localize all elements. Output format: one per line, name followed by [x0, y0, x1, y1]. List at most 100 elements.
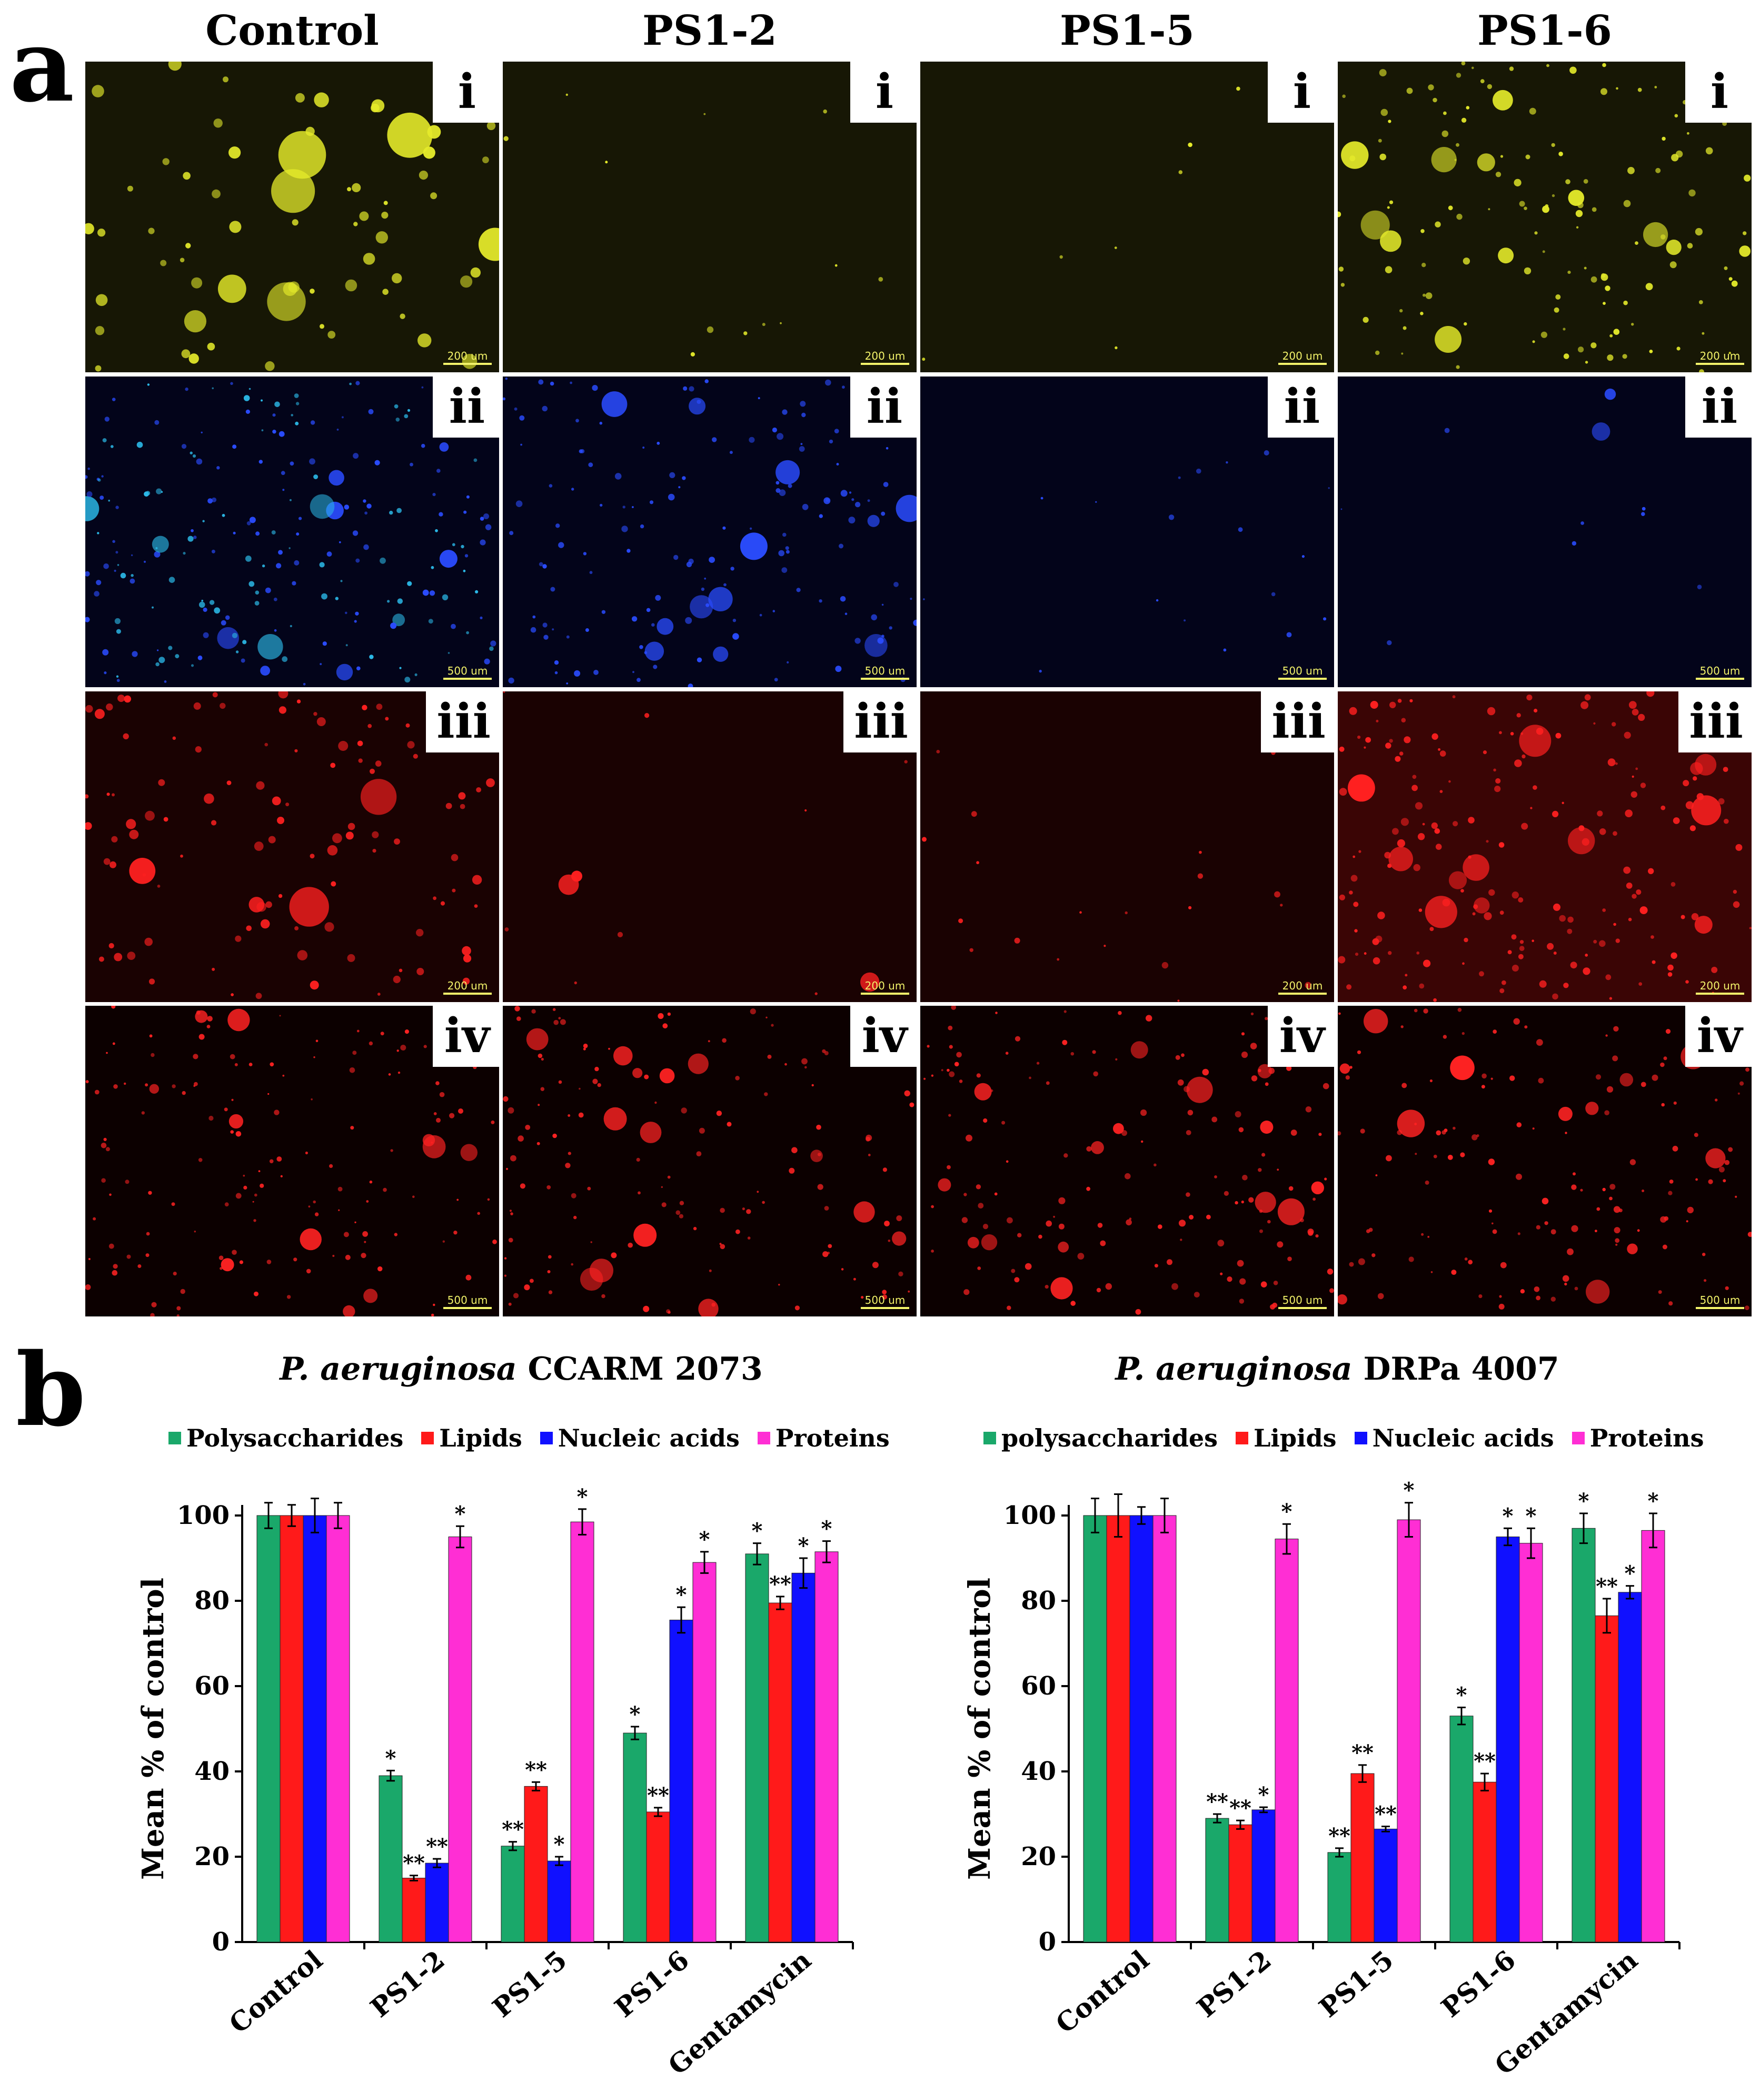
stain-spot [137, 1264, 142, 1268]
y-tick-label: 80 [1021, 1586, 1056, 1616]
stain-spot [1513, 1018, 1520, 1025]
stain-spot [1346, 984, 1352, 990]
stain-spot [840, 490, 848, 497]
stain-spot [120, 572, 126, 579]
stain-spot [1305, 1106, 1312, 1113]
significance-mark: * [554, 1832, 565, 1857]
stain-spot [206, 1025, 211, 1028]
stain-spot [1487, 707, 1496, 716]
stain-spot [1733, 889, 1737, 894]
stain-spot [709, 1269, 712, 1272]
scale-bar: 200 um [1696, 351, 1744, 365]
stain-spot [1586, 1280, 1610, 1304]
stain-spot [1626, 883, 1633, 889]
stain-spot [399, 667, 402, 669]
stain-spot [722, 1038, 727, 1043]
y-tick-label: 20 [194, 1842, 230, 1871]
stain-spot [679, 1214, 683, 1219]
scale-bar-line [861, 678, 909, 680]
stain-spot [1676, 346, 1681, 351]
stain-spot [1516, 1122, 1522, 1127]
stain-spot [1705, 1148, 1726, 1168]
stain-spot [1584, 694, 1591, 701]
stain-spot [1415, 1153, 1417, 1155]
stain-spot [693, 1226, 697, 1231]
stain-spot [877, 980, 879, 983]
stain-spot [849, 491, 852, 494]
stain-spot [1161, 962, 1169, 969]
stain-spot [854, 502, 861, 508]
stain-spot [588, 462, 593, 467]
stain-spot [272, 413, 276, 417]
stain-spot [230, 1130, 234, 1134]
stain-spot [216, 466, 220, 470]
stain-spot [1408, 1256, 1414, 1262]
stain-spot [345, 831, 354, 840]
stain-spot [1095, 501, 1097, 503]
stain-spot [617, 932, 623, 937]
stain-spot [421, 386, 424, 389]
stain-spot [1745, 1067, 1749, 1072]
stain-spot [163, 817, 168, 822]
stain-spot [433, 1303, 435, 1306]
stain-spot [330, 762, 336, 768]
stain-spot [1414, 1123, 1417, 1126]
stain-spot [436, 469, 441, 473]
stain-spot [1348, 774, 1375, 802]
bar [1327, 1852, 1351, 1943]
stain-spot [603, 1107, 627, 1131]
stain-spot [458, 1108, 463, 1114]
stain-spot [690, 352, 695, 357]
stain-spot [613, 1046, 633, 1066]
stain-spot [1277, 1198, 1305, 1225]
chart-1-title-species: P. aeruginosa [280, 1351, 517, 1388]
stain-spot [759, 613, 762, 617]
stain-spot [339, 541, 341, 543]
micrograph-tile: i 200 um [920, 62, 1334, 372]
stain-spot [1569, 66, 1577, 74]
stain-spot [632, 1068, 643, 1078]
stain-spot [1526, 695, 1533, 701]
stain-spot [1378, 138, 1382, 143]
stain-spot [1456, 143, 1459, 147]
scale-bar-label: 200 um [1282, 979, 1323, 992]
stain-spot [110, 861, 116, 868]
stain-spot [147, 383, 150, 386]
bar [1205, 1818, 1229, 1943]
stain-spot [1524, 1025, 1528, 1029]
stain-spot [356, 1029, 360, 1033]
stain-spot [320, 663, 322, 666]
stain-spot [1550, 1229, 1556, 1235]
bar [1449, 1716, 1474, 1943]
stain-spot [1599, 828, 1606, 835]
stain-spot [976, 861, 979, 865]
stain-spot [740, 532, 768, 560]
stain-spot [1341, 141, 1369, 169]
stain-spot [113, 1084, 118, 1089]
stain-spot [651, 623, 655, 627]
stain-spot [829, 439, 833, 444]
stain-spot [1063, 1153, 1068, 1158]
bar [768, 1602, 792, 1943]
stain-spot [1188, 906, 1192, 909]
stain-spot [1277, 1241, 1284, 1248]
bar [547, 1860, 571, 1943]
stain-spot [440, 901, 445, 906]
stain-spot [475, 590, 479, 593]
stain-spot [1607, 758, 1616, 767]
stain-spot [746, 1209, 751, 1214]
stain-spot [1573, 1172, 1576, 1176]
stain-spot [646, 608, 651, 612]
stain-spot [1673, 1101, 1677, 1105]
stain-spot [1662, 1244, 1667, 1250]
stain-spot [1377, 1293, 1384, 1300]
stain-spot [583, 552, 587, 556]
stain-spot [722, 526, 726, 530]
stain-spot [605, 161, 608, 164]
stain-spot [265, 587, 271, 593]
scale-bar-label: 500 um [1699, 665, 1741, 677]
stain-spot [451, 623, 456, 629]
stain-spot [791, 1147, 798, 1153]
stain-spot [1399, 751, 1404, 756]
stain-spot [881, 511, 886, 516]
